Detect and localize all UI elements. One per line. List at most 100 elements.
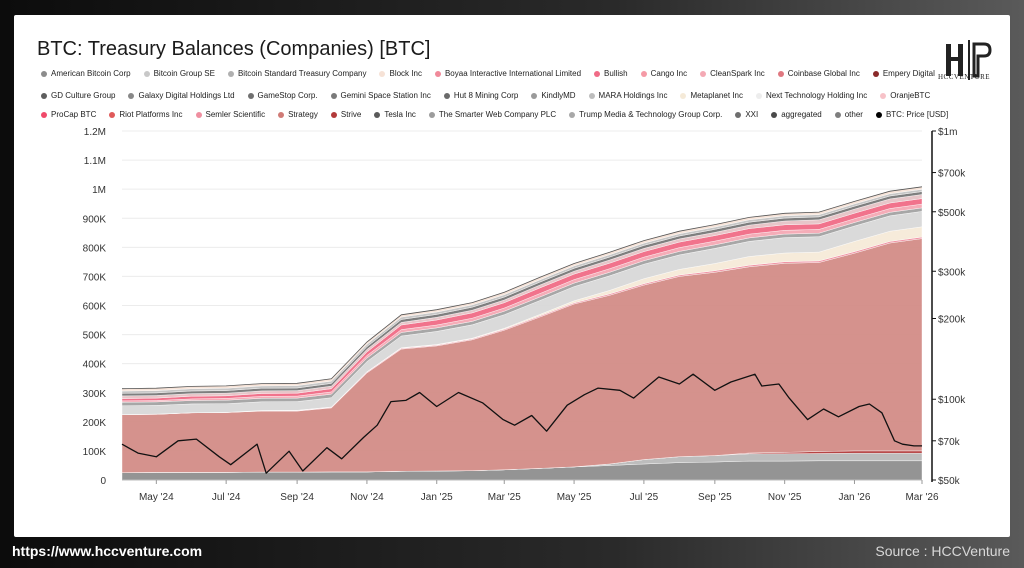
left-axis-tick-label: 600K bbox=[83, 302, 107, 313]
legend-swatch-icon bbox=[330, 111, 337, 118]
legend-item-coinbase-global-inc[interactable]: Coinbase Global Inc bbox=[777, 69, 860, 78]
legend-label: BTC: Price [USD] bbox=[885, 110, 949, 119]
legend-label: ProCap BTC bbox=[51, 110, 97, 119]
left-axis-tick-label: 1.2M bbox=[84, 127, 106, 138]
legend-swatch-icon bbox=[379, 70, 386, 77]
right-axis-tick-label: $50k bbox=[938, 476, 961, 487]
legend-item-oranjebtc[interactable]: OranjeBTC bbox=[880, 91, 930, 100]
legend-item-mara-holdings-inc[interactable]: MARA Holdings Inc bbox=[588, 91, 667, 100]
legend-swatch-icon bbox=[434, 70, 441, 77]
x-axis-tick-label: Nov '24 bbox=[350, 492, 384, 503]
legend-swatch-icon bbox=[443, 92, 450, 99]
legend-item-gamestop-corp[interactable]: GameStop Corp. bbox=[247, 91, 318, 100]
legend-swatch-icon bbox=[41, 92, 47, 99]
legend-swatch-icon bbox=[41, 70, 47, 77]
legend-item-tesla-inc[interactable]: Tesla Inc bbox=[374, 110, 416, 119]
legend-item-semler-scientific[interactable]: Semler Scientific bbox=[195, 110, 266, 119]
right-axis-tick-label: $300k bbox=[938, 267, 966, 278]
legend-item-boyaa-interactive-international-limited[interactable]: Boyaa Interactive International Limited bbox=[434, 69, 581, 78]
legend-swatch-icon bbox=[872, 70, 879, 77]
legend-item-next-technology-holding-inc[interactable]: Next Technology Holding Inc bbox=[755, 91, 868, 100]
legend-swatch-icon bbox=[755, 92, 762, 99]
legend-label: Gemini Space Station Inc bbox=[340, 91, 431, 100]
legend-item-bullish[interactable]: Bullish bbox=[594, 69, 628, 78]
chart-legend: American Bitcoin Corp Bitcoin Group SE Bit… bbox=[14, 15, 1010, 125]
legend-item-hut-8-mining-corp[interactable]: Hut 8 Mining Corp bbox=[443, 91, 518, 100]
legend-swatch-icon bbox=[128, 92, 135, 99]
legend-swatch-icon bbox=[278, 111, 285, 118]
legend-item-kindlymd[interactable]: KindlyMD bbox=[531, 91, 576, 100]
legend-swatch-icon bbox=[195, 111, 202, 118]
x-axis-tick-label: Sep '24 bbox=[280, 492, 314, 503]
legend-label: Metaplanet Inc bbox=[690, 91, 743, 100]
legend-item-procap-btc[interactable]: ProCap BTC bbox=[41, 110, 96, 119]
legend-item-metaplanet-inc[interactable]: Metaplanet Inc bbox=[680, 91, 743, 100]
legend-item-strategy[interactable]: Strategy bbox=[278, 110, 318, 119]
legend-item-btc-price-usd[interactable]: BTC: Price [USD] bbox=[875, 110, 949, 119]
total-balance-outline bbox=[121, 186, 923, 390]
legend-label: KindlyMD bbox=[541, 91, 576, 100]
legend-item-other[interactable]: other bbox=[834, 110, 863, 119]
legend-item-gd-culture-group[interactable]: GD Culture Group bbox=[41, 91, 115, 100]
legend-label: OranjeBTC bbox=[890, 91, 931, 100]
x-axis-tick-label: May '24 bbox=[139, 492, 174, 503]
left-axis-tick-label: 800K bbox=[83, 243, 107, 254]
legend-item-american-bitcoin-corp[interactable]: American Bitcoin Corp bbox=[41, 69, 131, 78]
legend-label: Galaxy Digital Holdings Ltd bbox=[138, 91, 235, 100]
legend-item-riot-platforms-inc[interactable]: Riot Platforms Inc bbox=[109, 110, 183, 119]
left-axis-tick-label: 700K bbox=[83, 272, 107, 283]
legend-item-block-inc[interactable]: Block Inc bbox=[379, 69, 422, 78]
legend-label: Next Technology Holding Inc bbox=[765, 91, 868, 100]
left-axis-tick-label: 300K bbox=[83, 389, 107, 400]
legend-swatch-icon bbox=[880, 92, 887, 99]
legend-label: Strive bbox=[340, 110, 362, 119]
left-axis-tick-label: 500K bbox=[83, 331, 107, 342]
legend-item-empery-digital[interactable]: Empery Digital bbox=[872, 69, 935, 78]
legend-swatch-icon bbox=[109, 111, 116, 118]
legend-item-aggregated[interactable]: aggregated bbox=[771, 110, 822, 119]
right-axis-tick-label: $1m bbox=[938, 127, 957, 138]
x-axis-tick-label: Sep '25 bbox=[698, 492, 732, 503]
chart-card: BTC: Treasury Balances (Companies) [BTC]… bbox=[14, 15, 1010, 537]
legend-label: American Bitcoin Corp bbox=[51, 69, 131, 78]
legend-item-cango-inc[interactable]: Cango Inc bbox=[640, 69, 687, 78]
legend-swatch-icon bbox=[700, 70, 707, 77]
legend-label: Bullish bbox=[604, 69, 628, 78]
legend-item-bitcoin-group-se[interactable]: Bitcoin Group SE bbox=[143, 69, 215, 78]
legend-item-trump-media-technology-group-corp[interactable]: Trump Media & Technology Group Corp. bbox=[569, 110, 722, 119]
legend-item-xxi[interactable]: XXI bbox=[735, 110, 758, 119]
legend-swatch-icon bbox=[640, 70, 647, 77]
left-axis-tick-label: 400K bbox=[83, 360, 107, 371]
legend-item-strive[interactable]: Strive bbox=[330, 110, 362, 119]
legend-swatch-icon bbox=[834, 111, 841, 118]
right-axis-tick-label: $70k bbox=[938, 437, 961, 448]
legend-swatch-icon bbox=[594, 70, 601, 77]
legend-label: Bitcoin Standard Treasury Company bbox=[237, 69, 367, 78]
legend-label: Tesla Inc bbox=[384, 110, 416, 119]
legend-swatch-icon bbox=[771, 111, 778, 118]
legend-swatch-icon bbox=[41, 111, 47, 118]
legend-label: Riot Platforms Inc bbox=[119, 110, 183, 119]
x-axis-tick-label: Mar '26 bbox=[905, 492, 938, 503]
legend-label: other bbox=[844, 110, 863, 119]
legend-item-galaxy-digital-holdings-ltd[interactable]: Galaxy Digital Holdings Ltd bbox=[128, 91, 235, 100]
legend-label: Coinbase Global Inc bbox=[787, 69, 860, 78]
legend-swatch-icon bbox=[735, 111, 742, 118]
legend-label: Semler Scientific bbox=[205, 110, 266, 119]
legend-label: Block Inc bbox=[389, 69, 422, 78]
legend-label: CleanSpark Inc bbox=[710, 69, 765, 78]
legend-item-the-smarter-web-company-plc[interactable]: The Smarter Web Company PLC bbox=[428, 110, 556, 119]
footer-website-link[interactable]: https://www.hccventure.com bbox=[12, 543, 203, 559]
right-axis-tick-label: $100k bbox=[938, 395, 966, 406]
legend-swatch-icon bbox=[330, 92, 337, 99]
legend-swatch-icon bbox=[227, 70, 234, 77]
x-axis-tick-label: Jul '25 bbox=[630, 492, 659, 503]
left-axis-tick-label: 1.1M bbox=[84, 156, 106, 167]
legend-label: aggregated bbox=[781, 110, 822, 119]
legend-item-bitcoin-standard-treasury-company[interactable]: Bitcoin Standard Treasury Company bbox=[227, 69, 367, 78]
x-axis-tick-label: Nov '25 bbox=[768, 492, 802, 503]
x-axis-tick-label: May '25 bbox=[557, 492, 592, 503]
legend-item-gemini-space-station-inc[interactable]: Gemini Space Station Inc bbox=[330, 91, 431, 100]
left-axis-tick-label: 0 bbox=[100, 476, 106, 487]
legend-item-cleanspark-inc[interactable]: CleanSpark Inc bbox=[700, 69, 765, 78]
